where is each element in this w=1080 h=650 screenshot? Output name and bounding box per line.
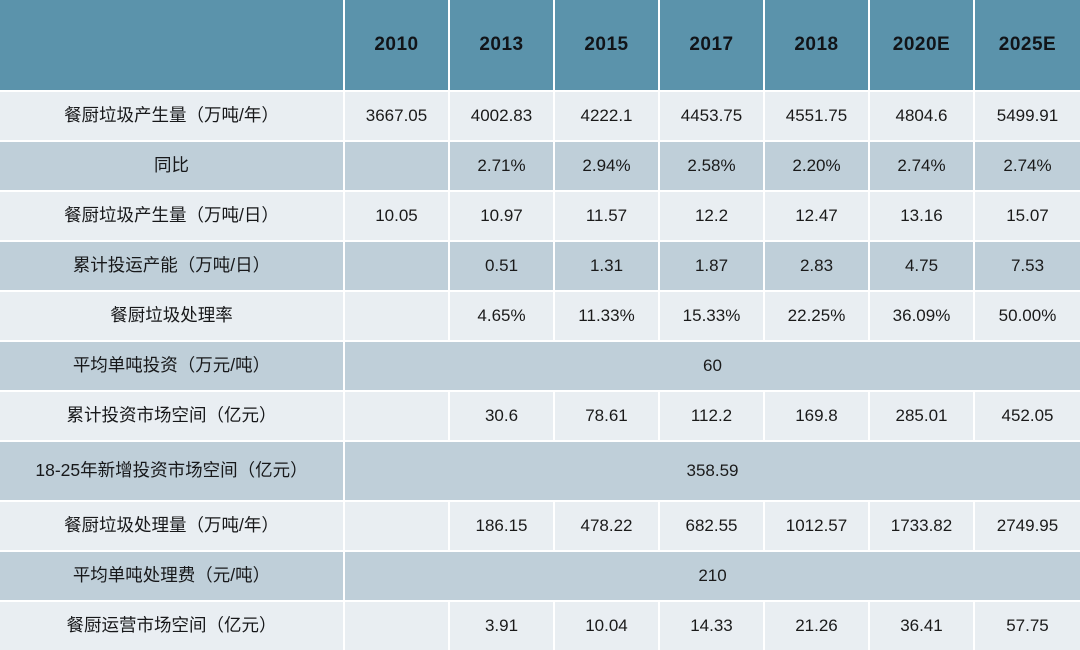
table-cell: 78.61 — [555, 392, 660, 442]
column-header-2020e: 2020E — [870, 0, 975, 92]
table-cell: 4551.75 — [765, 92, 870, 142]
column-header-2013: 2013 — [450, 0, 555, 92]
table-row: 餐厨运营市场空间（亿元） 3.91 10.04 14.33 21.26 36.41 57.7… — [0, 602, 1080, 650]
row-label: 餐厨垃圾处理量（万吨/年） — [0, 502, 345, 552]
table-cell: 50.00% — [975, 292, 1080, 342]
table-row: 同比 2.71% 2.94% 2.58% 2.20% 2.74% 2.74% — [0, 142, 1080, 192]
table-row: 累计投资市场空间（亿元） 30.6 78.61 112.2 169.8 285.01 452… — [0, 392, 1080, 442]
table-cell: 11.57 — [555, 192, 660, 242]
table-cell — [345, 242, 450, 292]
table-cell — [345, 292, 450, 342]
table-cell: 15.33% — [660, 292, 765, 342]
table-cell: 478.22 — [555, 502, 660, 552]
table-row: 餐厨垃圾处理率 4.65% 11.33% 15.33% 22.25% 36.09% 50.0… — [0, 292, 1080, 342]
table-cell — [345, 392, 450, 442]
table-cell: 2.71% — [450, 142, 555, 192]
table-row: 餐厨垃圾处理量（万吨/年） 186.15 478.22 682.55 1012.57 17… — [0, 502, 1080, 552]
table-cell: 4.75 — [870, 242, 975, 292]
header-row: 2010 2013 2015 2017 2018 2020E 2025E — [0, 0, 1080, 92]
table-cell: 10.04 — [555, 602, 660, 650]
table-cell: 4222.1 — [555, 92, 660, 142]
table-cell: 4002.83 — [450, 92, 555, 142]
row-label: 平均单吨处理费（元/吨） — [0, 552, 345, 602]
table-row: 平均单吨处理费（元/吨） 210 — [0, 552, 1080, 602]
table-cell: 682.55 — [660, 502, 765, 552]
table-cell: 12.2 — [660, 192, 765, 242]
table-cell: 11.33% — [555, 292, 660, 342]
row-label: 餐厨垃圾产生量（万吨/年） — [0, 92, 345, 142]
row-label: 18-25年新增投资市场空间（亿元） — [0, 442, 345, 502]
table-cell: 57.75 — [975, 602, 1080, 650]
table-cell: 186.15 — [450, 502, 555, 552]
table-cell: 285.01 — [870, 392, 975, 442]
table-cell: 1.31 — [555, 242, 660, 292]
table-cell: 2.74% — [870, 142, 975, 192]
table-cell: 4804.6 — [870, 92, 975, 142]
table-cell: 14.33 — [660, 602, 765, 650]
table-cell: 4.65% — [450, 292, 555, 342]
table-cell — [345, 502, 450, 552]
table-body: 餐厨垃圾产生量（万吨/年） 3667.05 4002.83 4222.1 4453.75… — [0, 92, 1080, 650]
table-cell: 1.87 — [660, 242, 765, 292]
table-cell: 2.83 — [765, 242, 870, 292]
table-row: 平均单吨投资（万元/吨） 60 — [0, 342, 1080, 392]
table-cell: 3667.05 — [345, 92, 450, 142]
table-cell: 36.41 — [870, 602, 975, 650]
table-cell — [345, 142, 450, 192]
table-cell: 452.05 — [975, 392, 1080, 442]
table-cell: 7.53 — [975, 242, 1080, 292]
table-cell: 2.94% — [555, 142, 660, 192]
table-row: 累计投运产能（万吨/日） 0.51 1.31 1.87 2.83 4.75 7.53 — [0, 242, 1080, 292]
table-cell-merged: 358.59 — [345, 442, 1080, 502]
table-cell: 1012.57 — [765, 502, 870, 552]
table-cell: 3.91 — [450, 602, 555, 650]
row-label: 同比 — [0, 142, 345, 192]
table-header: 2010 2013 2015 2017 2018 2020E 2025E — [0, 0, 1080, 92]
table-cell-merged: 60 — [345, 342, 1080, 392]
table-cell: 2.58% — [660, 142, 765, 192]
table-row: 餐厨垃圾产生量（万吨/年） 3667.05 4002.83 4222.1 4453.75… — [0, 92, 1080, 142]
table-cell: 15.07 — [975, 192, 1080, 242]
column-header-2018: 2018 — [765, 0, 870, 92]
column-header-2015: 2015 — [555, 0, 660, 92]
table-cell: 0.51 — [450, 242, 555, 292]
table-cell: 10.97 — [450, 192, 555, 242]
column-header-2025e: 2025E — [975, 0, 1080, 92]
table-cell-merged: 210 — [345, 552, 1080, 602]
row-label: 累计投资市场空间（亿元） — [0, 392, 345, 442]
table-cell: 30.6 — [450, 392, 555, 442]
table-cell: 13.16 — [870, 192, 975, 242]
column-header-2010: 2010 — [345, 0, 450, 92]
table-cell: 4453.75 — [660, 92, 765, 142]
table-cell: 21.26 — [765, 602, 870, 650]
table-cell: 1733.82 — [870, 502, 975, 552]
table-cell: 2.20% — [765, 142, 870, 192]
table-cell: 5499.91 — [975, 92, 1080, 142]
row-label: 餐厨垃圾处理率 — [0, 292, 345, 342]
table-row: 餐厨垃圾产生量（万吨/日） 10.05 10.97 11.57 12.2 12.47 13.… — [0, 192, 1080, 242]
table-cell: 2.74% — [975, 142, 1080, 192]
table-cell: 2749.95 — [975, 502, 1080, 552]
table-cell: 12.47 — [765, 192, 870, 242]
table-cell: 10.05 — [345, 192, 450, 242]
table-row: 18-25年新增投资市场空间（亿元） 358.59 — [0, 442, 1080, 502]
table-cell: 22.25% — [765, 292, 870, 342]
table-cell — [345, 602, 450, 650]
row-label: 餐厨垃圾产生量（万吨/日） — [0, 192, 345, 242]
header-corner-cell — [0, 0, 345, 92]
row-label: 平均单吨投资（万元/吨） — [0, 342, 345, 392]
row-label: 餐厨运营市场空间（亿元） — [0, 602, 345, 650]
row-label: 累计投运产能（万吨/日） — [0, 242, 345, 292]
table-cell: 112.2 — [660, 392, 765, 442]
table-cell: 169.8 — [765, 392, 870, 442]
table-cell: 36.09% — [870, 292, 975, 342]
column-header-2017: 2017 — [660, 0, 765, 92]
